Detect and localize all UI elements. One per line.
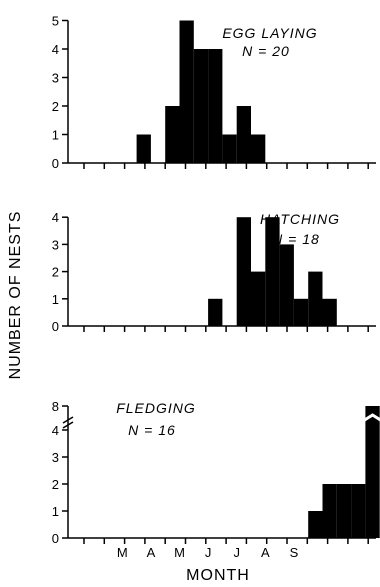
bar bbox=[322, 298, 337, 326]
axis-break-mark bbox=[62, 416, 74, 429]
month-label: A bbox=[147, 545, 156, 560]
y-tick-label: 4 bbox=[52, 423, 59, 438]
y-tick-label: 2 bbox=[52, 477, 59, 492]
panel-sample-size: N = 16 bbox=[128, 422, 176, 438]
bar bbox=[165, 106, 180, 163]
y-tick-label: 3 bbox=[52, 71, 59, 86]
bar bbox=[251, 134, 266, 163]
bar bbox=[308, 511, 323, 538]
bar bbox=[251, 271, 266, 326]
month-label: J bbox=[205, 545, 212, 560]
y-tick-label: 3 bbox=[52, 237, 59, 252]
y-tick-label: 1 bbox=[52, 504, 59, 519]
bar bbox=[136, 134, 151, 163]
y-tick-label: 8 bbox=[52, 399, 59, 414]
bar bbox=[236, 106, 251, 163]
bar bbox=[208, 49, 223, 163]
y-tick-label: 1 bbox=[52, 292, 59, 307]
y-axis-title: NUMBER OF NESTS bbox=[7, 211, 24, 380]
bar bbox=[193, 49, 209, 163]
bar bbox=[222, 134, 237, 163]
bar bbox=[179, 20, 194, 163]
panel-3: 0 1 2 3 4 8 FLEDGING N = 16 bbox=[52, 399, 380, 546]
x-axis-title: MONTH bbox=[186, 567, 250, 584]
panel-title: FLEDGING bbox=[116, 400, 196, 416]
panel-sample-size: N = 18 bbox=[272, 231, 320, 247]
panels-group: 0 1 2 3 4 5 EGG LAYING N = 20 0 1 2 3 4 HATCHING N = 1… bbox=[52, 14, 380, 560]
y-tick-label: 2 bbox=[52, 265, 59, 280]
panel-sample-size: N = 20 bbox=[242, 43, 290, 59]
bar bbox=[322, 484, 337, 538]
panel-title: EGG LAYING bbox=[222, 25, 317, 41]
bar bbox=[279, 244, 294, 326]
y-tick-label: 1 bbox=[52, 128, 59, 143]
panel-1: 0 1 2 3 4 5 EGG LAYING N = 20 bbox=[52, 14, 376, 171]
month-label: M bbox=[117, 545, 128, 560]
month-label: M bbox=[174, 545, 185, 560]
bar bbox=[208, 298, 223, 326]
y-tick-label: 5 bbox=[52, 14, 59, 29]
month-label: A bbox=[261, 545, 270, 560]
y-tick-label: 0 bbox=[52, 531, 59, 546]
y-tick-label: 3 bbox=[52, 450, 59, 465]
y-tick-label: 0 bbox=[52, 319, 59, 334]
bar bbox=[265, 217, 280, 326]
y-tick-label: 4 bbox=[52, 210, 59, 225]
bar bbox=[293, 298, 309, 326]
y-tick-label: 4 bbox=[52, 42, 59, 57]
y-tick-label: 2 bbox=[52, 99, 59, 114]
bar bbox=[351, 484, 366, 538]
bar bbox=[308, 271, 323, 326]
bar bbox=[236, 217, 251, 326]
month-label: S bbox=[290, 545, 299, 560]
y-tick-label: 0 bbox=[52, 156, 59, 171]
panel-2: 0 1 2 3 4 HATCHING N = 18 bbox=[52, 210, 376, 334]
month-label: J bbox=[233, 545, 240, 560]
bar bbox=[365, 406, 380, 538]
panel-title: HATCHING bbox=[260, 211, 340, 227]
bar bbox=[336, 484, 352, 538]
